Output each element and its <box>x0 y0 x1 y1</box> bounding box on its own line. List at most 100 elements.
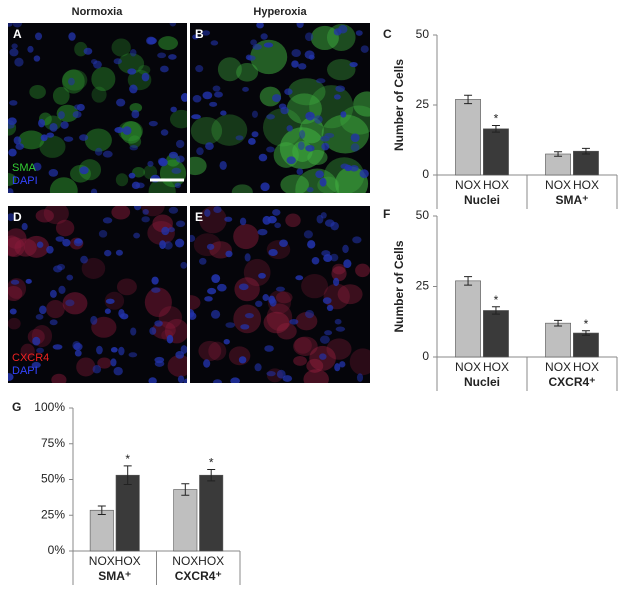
nucleus <box>275 286 286 292</box>
nucleus <box>251 131 259 138</box>
nucleus <box>257 228 268 236</box>
nucleus <box>129 145 138 151</box>
nucleus <box>263 42 274 48</box>
nucleus <box>33 55 41 62</box>
nucleus <box>230 377 240 383</box>
nucleus <box>272 209 281 216</box>
series-label: HOX <box>115 554 141 568</box>
cell <box>8 317 21 330</box>
bar <box>115 474 140 552</box>
nucleus <box>326 304 334 312</box>
cell <box>132 166 146 178</box>
nucleus <box>319 335 330 344</box>
y-tick-label: 50 <box>416 208 430 222</box>
cell <box>233 223 259 250</box>
error-bar <box>491 306 500 315</box>
nucleus <box>251 110 258 118</box>
bar <box>173 489 198 552</box>
nucleus <box>160 129 169 136</box>
nucleus <box>289 318 299 325</box>
cell <box>276 323 297 340</box>
nucleus <box>217 283 227 292</box>
nucleus <box>268 295 276 304</box>
nucleus <box>168 54 177 60</box>
series-label: NOX <box>455 178 481 192</box>
micrograph-content <box>190 23 370 193</box>
nucleus <box>359 169 369 179</box>
cell <box>332 263 346 275</box>
nucleus <box>10 279 20 285</box>
nucleus <box>128 172 136 179</box>
cell <box>280 174 309 193</box>
error-bar <box>97 505 106 516</box>
y-tick-label: 0 <box>422 167 429 181</box>
cell <box>306 358 324 373</box>
nucleus <box>297 141 305 150</box>
cell <box>144 287 172 318</box>
error-bar <box>554 151 563 157</box>
nucleus <box>225 322 236 328</box>
nucleus <box>104 249 112 257</box>
cell <box>84 128 112 152</box>
nucleus <box>80 255 88 264</box>
nucleus <box>333 277 340 287</box>
nucleus <box>12 23 23 28</box>
nucleus <box>286 125 293 132</box>
nucleus <box>238 283 249 291</box>
nucleus <box>8 213 15 222</box>
nucleus <box>83 47 93 55</box>
nucleus <box>72 110 82 119</box>
column-title: Hyperoxia <box>253 6 307 18</box>
nucleus <box>142 209 149 215</box>
nucleus <box>356 373 364 382</box>
series-label: NOX <box>455 360 481 374</box>
nucleus <box>305 144 315 152</box>
cell <box>234 277 260 302</box>
cell <box>331 266 347 282</box>
nucleus <box>130 327 137 336</box>
cell <box>8 228 27 249</box>
cell <box>326 338 352 360</box>
nucleus <box>262 215 271 225</box>
nucleus <box>168 206 179 214</box>
nucleus <box>113 58 122 65</box>
cell <box>287 78 326 106</box>
nucleus <box>36 347 45 354</box>
nucleus <box>129 84 138 94</box>
panel-label: C <box>383 27 392 41</box>
nucleus <box>244 312 254 319</box>
category-label: CXCR4⁺ <box>548 375 595 389</box>
nucleus <box>323 254 333 263</box>
nucleus <box>118 346 125 356</box>
error-bar <box>581 147 590 155</box>
panel-label: E <box>195 210 203 224</box>
nucleus <box>256 23 264 29</box>
nucleus <box>151 287 161 293</box>
nucleus <box>258 272 266 279</box>
nucleus <box>262 294 269 302</box>
nucleus <box>264 345 274 352</box>
nucleus <box>213 379 222 383</box>
nucleus <box>169 23 177 27</box>
nucleus <box>40 134 48 142</box>
cell <box>97 357 112 369</box>
category-label: CXCR4⁺ <box>175 569 222 583</box>
nucleus <box>68 32 76 41</box>
nucleus <box>214 91 223 98</box>
cell <box>208 341 227 361</box>
nucleus <box>127 68 137 75</box>
nucleus <box>340 111 347 118</box>
cell <box>167 354 187 377</box>
cell <box>228 346 251 366</box>
nucleus <box>175 238 185 248</box>
cell <box>275 291 293 304</box>
nucleus <box>102 150 113 158</box>
nucleus <box>291 49 301 58</box>
cell <box>310 25 339 51</box>
nucleus <box>115 249 123 256</box>
nucleus <box>131 109 140 119</box>
significance-marker: * <box>494 112 499 126</box>
nucleus <box>324 132 335 139</box>
nucleus <box>160 65 169 73</box>
cell <box>294 337 312 354</box>
